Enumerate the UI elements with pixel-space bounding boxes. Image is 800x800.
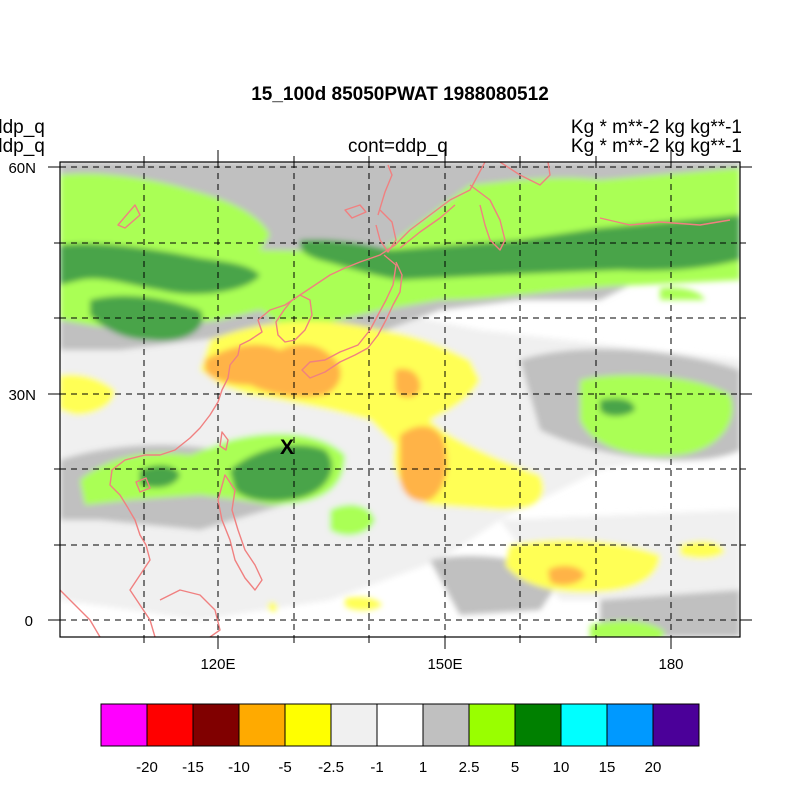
colorbar: -20 -15 -10 -5 -2.5 -1 1 2.5 5 10 15 20 bbox=[100, 703, 700, 776]
right-label-1: Kg * m**-2 kg kg**-1 bbox=[570, 117, 742, 138]
colorbar-label-7: 2.5 bbox=[459, 759, 480, 776]
colorbar-swatch-4 bbox=[284, 703, 332, 747]
contour-field bbox=[60, 162, 740, 637]
colorbar-label-6: 1 bbox=[419, 759, 427, 776]
colorbar-label-10: 15 bbox=[599, 759, 616, 776]
lat-label-60n: 60N bbox=[8, 160, 36, 177]
grid-lines bbox=[60, 162, 740, 637]
colorbar-swatch-6 bbox=[376, 703, 424, 747]
colorbar-label-4: -2.5 bbox=[318, 759, 344, 776]
colorbar-swatch-1 bbox=[146, 703, 194, 747]
colorbar-label-8: 5 bbox=[511, 759, 519, 776]
lon-label-150e: 150E bbox=[427, 656, 462, 673]
colorbar-label-1: -15 bbox=[182, 759, 204, 776]
lat-label-30n: 30N bbox=[8, 387, 36, 404]
colorbar-label-3: -5 bbox=[278, 759, 291, 776]
colorbar-label-9: 10 bbox=[553, 759, 570, 776]
lon-label-120e: 120E bbox=[200, 656, 235, 673]
left-label-2: ddp_q bbox=[0, 136, 45, 157]
colorbar-swatch-7 bbox=[422, 703, 470, 747]
location-marker: X bbox=[280, 436, 294, 459]
right-label-2: Kg * m**-2 kg kg**-1 bbox=[570, 136, 742, 157]
colorbar-swatch-2 bbox=[192, 703, 240, 747]
colorbar-swatch-5 bbox=[330, 703, 378, 747]
colorbar-swatch-3 bbox=[238, 703, 286, 747]
map-frame bbox=[59, 161, 741, 638]
colorbar-swatch-9 bbox=[514, 703, 562, 747]
axis-ticks bbox=[48, 150, 752, 649]
lon-label-180: 180 bbox=[658, 656, 683, 673]
colorbar-swatch-0 bbox=[100, 703, 148, 747]
plot-title: 15_100d 85050PWAT 1988080512 bbox=[251, 84, 549, 105]
colorbar-label-11: 20 bbox=[645, 759, 662, 776]
coastlines bbox=[60, 162, 731, 637]
colorbar-label-0: -20 bbox=[136, 759, 158, 776]
colorbar-label-5: -1 bbox=[370, 759, 383, 776]
lat-label-0: 0 bbox=[25, 613, 33, 630]
colorbar-swatch-8 bbox=[468, 703, 516, 747]
colorbar-swatch-10 bbox=[560, 703, 608, 747]
colorbar-swatch-11 bbox=[606, 703, 654, 747]
center-label: cont=ddp_q bbox=[348, 136, 448, 157]
colorbar-label-2: -10 bbox=[228, 759, 250, 776]
left-label-1: ddp_q bbox=[0, 117, 45, 138]
colorbar-swatch-12 bbox=[652, 703, 700, 747]
